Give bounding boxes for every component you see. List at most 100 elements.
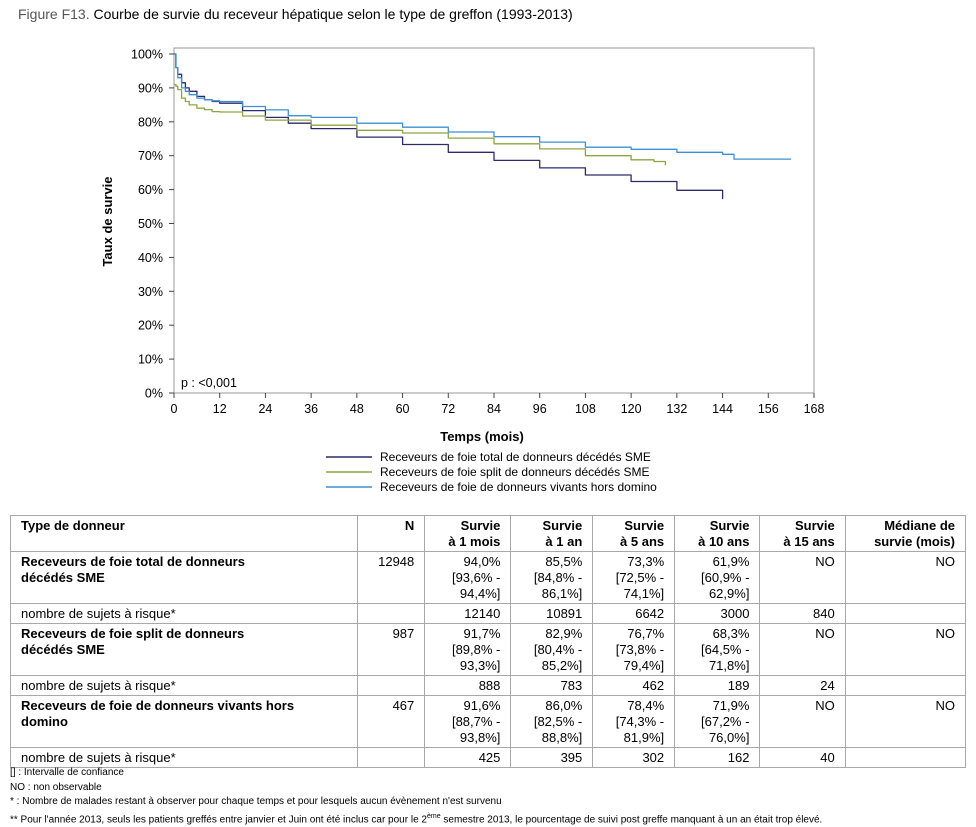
y-tick-label: 0% — [145, 387, 163, 401]
header-line: à 5 ans — [603, 534, 664, 550]
p-value-annotation: p : <0,001 — [181, 376, 237, 390]
at-risk-value-cell: 783 — [511, 676, 593, 696]
cell-line: 10891 — [521, 606, 582, 622]
cell-line: 3000 — [685, 606, 749, 622]
at-risk-median-cell — [845, 604, 965, 624]
cell-line: 91,7% — [435, 626, 500, 642]
at-risk-value-cell: 425 — [425, 748, 511, 768]
cell-line: [74,3% - — [603, 714, 664, 730]
survival-cell: 61,9%[60,9% -62,9%] — [675, 552, 760, 604]
y-tick-label: 40% — [138, 251, 163, 265]
cell-line: NO — [856, 626, 955, 642]
header-line: à 1 mois — [435, 534, 500, 550]
donor-type-cell: Receveurs de foie de donneurs vivants ho… — [11, 696, 358, 748]
note-double-star: ** Pour l'année 2013, seuls les patients… — [10, 810, 822, 827]
header-line: Survie — [521, 518, 582, 534]
legend-label-1: Receveurs de foie total de donneurs décé… — [380, 450, 651, 464]
y-tick-label: 20% — [138, 319, 163, 333]
cell-line: 467 — [368, 698, 414, 714]
cell-line: 71,8%] — [685, 658, 749, 674]
cell-line: 840 — [770, 606, 834, 622]
median-cell: NO — [845, 696, 965, 748]
cell-line: Receveurs de foie total de donneurs — [21, 554, 347, 570]
header-line: à 10 ans — [685, 534, 749, 550]
legend-label-2: Receveurs de foie split de donneurs décé… — [380, 465, 650, 479]
cell-line: [67,2% - — [685, 714, 749, 730]
n-cell: 467 — [357, 696, 424, 748]
series-line-3 — [174, 54, 791, 159]
cell-line: 12140 — [435, 606, 500, 622]
chart-lines — [174, 54, 791, 199]
x-tick-label: 12 — [213, 402, 227, 416]
cell-line: 783 — [521, 678, 582, 694]
cell-line: 462 — [603, 678, 664, 694]
survival-15-cell: NO — [760, 624, 845, 676]
cell-line: [82,5% - — [521, 714, 582, 730]
cell-line: Receveurs de foie split de donneurs — [21, 626, 347, 642]
cell-line: décédés SME — [21, 570, 347, 586]
cell-line: 79,4%] — [603, 658, 664, 674]
y-tick-label: 50% — [138, 217, 163, 231]
x-tick-label: 108 — [575, 402, 596, 416]
cell-line: 302 — [603, 750, 664, 766]
at-risk-label-cell: nombre de sujets à risque* — [11, 604, 358, 624]
at-risk-median-cell — [845, 748, 965, 768]
cell-line: 76,7% — [603, 626, 664, 642]
median-cell: NO — [845, 552, 965, 604]
cell-line: [84,8% - — [521, 570, 582, 586]
table-header-cell: N — [357, 516, 424, 552]
x-tick-label: 24 — [258, 402, 272, 416]
cell-line: nombre de sujets à risque* — [21, 678, 347, 694]
y-tick-label: 100% — [131, 48, 163, 62]
n-cell: 987 — [357, 624, 424, 676]
header-line: Survie — [685, 518, 749, 534]
cell-line: [88,7% - — [435, 714, 500, 730]
note-ci: [] : Intervalle de confiance — [10, 766, 822, 781]
at-risk-value-cell: 189 — [675, 676, 760, 696]
note-double-star-before: ** Pour l'année 2013, seuls les patients… — [10, 814, 427, 825]
cell-line: 6642 — [603, 606, 664, 622]
at-risk-value-cell: 395 — [511, 748, 593, 768]
header-line: Médiane de — [856, 518, 955, 534]
cell-line: 94,0% — [435, 554, 500, 570]
x-tick-label: 84 — [487, 402, 501, 416]
cell-line: 93,3%] — [435, 658, 500, 674]
cell-line: 73,3% — [603, 554, 664, 570]
survival-cell: 85,5%[84,8% -86,1%] — [511, 552, 593, 604]
at-risk-value-cell: 10891 — [511, 604, 593, 624]
cell-line: 162 — [685, 750, 749, 766]
cell-line: 86,1%] — [521, 586, 582, 602]
at-risk-value-cell: 840 — [760, 604, 845, 624]
cell-line: [73,8% - — [603, 642, 664, 658]
cell-line: NO — [856, 554, 955, 570]
header-line: Survie — [770, 518, 834, 534]
cell-line: [80,4% - — [521, 642, 582, 658]
y-tick-label: 90% — [138, 81, 163, 95]
cell-line: 62,9%] — [685, 586, 749, 602]
plot-frame — [174, 48, 814, 393]
survival-cell: 68,3%[64,5% -71,8%] — [675, 624, 760, 676]
header-line: Survie — [603, 518, 664, 534]
survival-cell: 78,4%[74,3% -81,9%] — [593, 696, 675, 748]
x-tick-label: 96 — [533, 402, 547, 416]
table-row-at-risk: nombre de sujets à risque* 12140 10891 6642… — [11, 604, 966, 624]
n-cell: 12948 — [357, 552, 424, 604]
at-risk-n-cell — [357, 604, 424, 624]
cell-line: 82,9% — [521, 626, 582, 642]
cell-line: 85,5% — [521, 554, 582, 570]
cell-line: NO — [856, 698, 955, 714]
x-tick-label: 0 — [171, 402, 178, 416]
cell-line: 74,1%] — [603, 586, 664, 602]
cell-line: [64,5% - — [685, 642, 749, 658]
cell-line: Receveurs de foie de donneurs vivants ho… — [21, 698, 347, 714]
cell-line: 78,4% — [603, 698, 664, 714]
